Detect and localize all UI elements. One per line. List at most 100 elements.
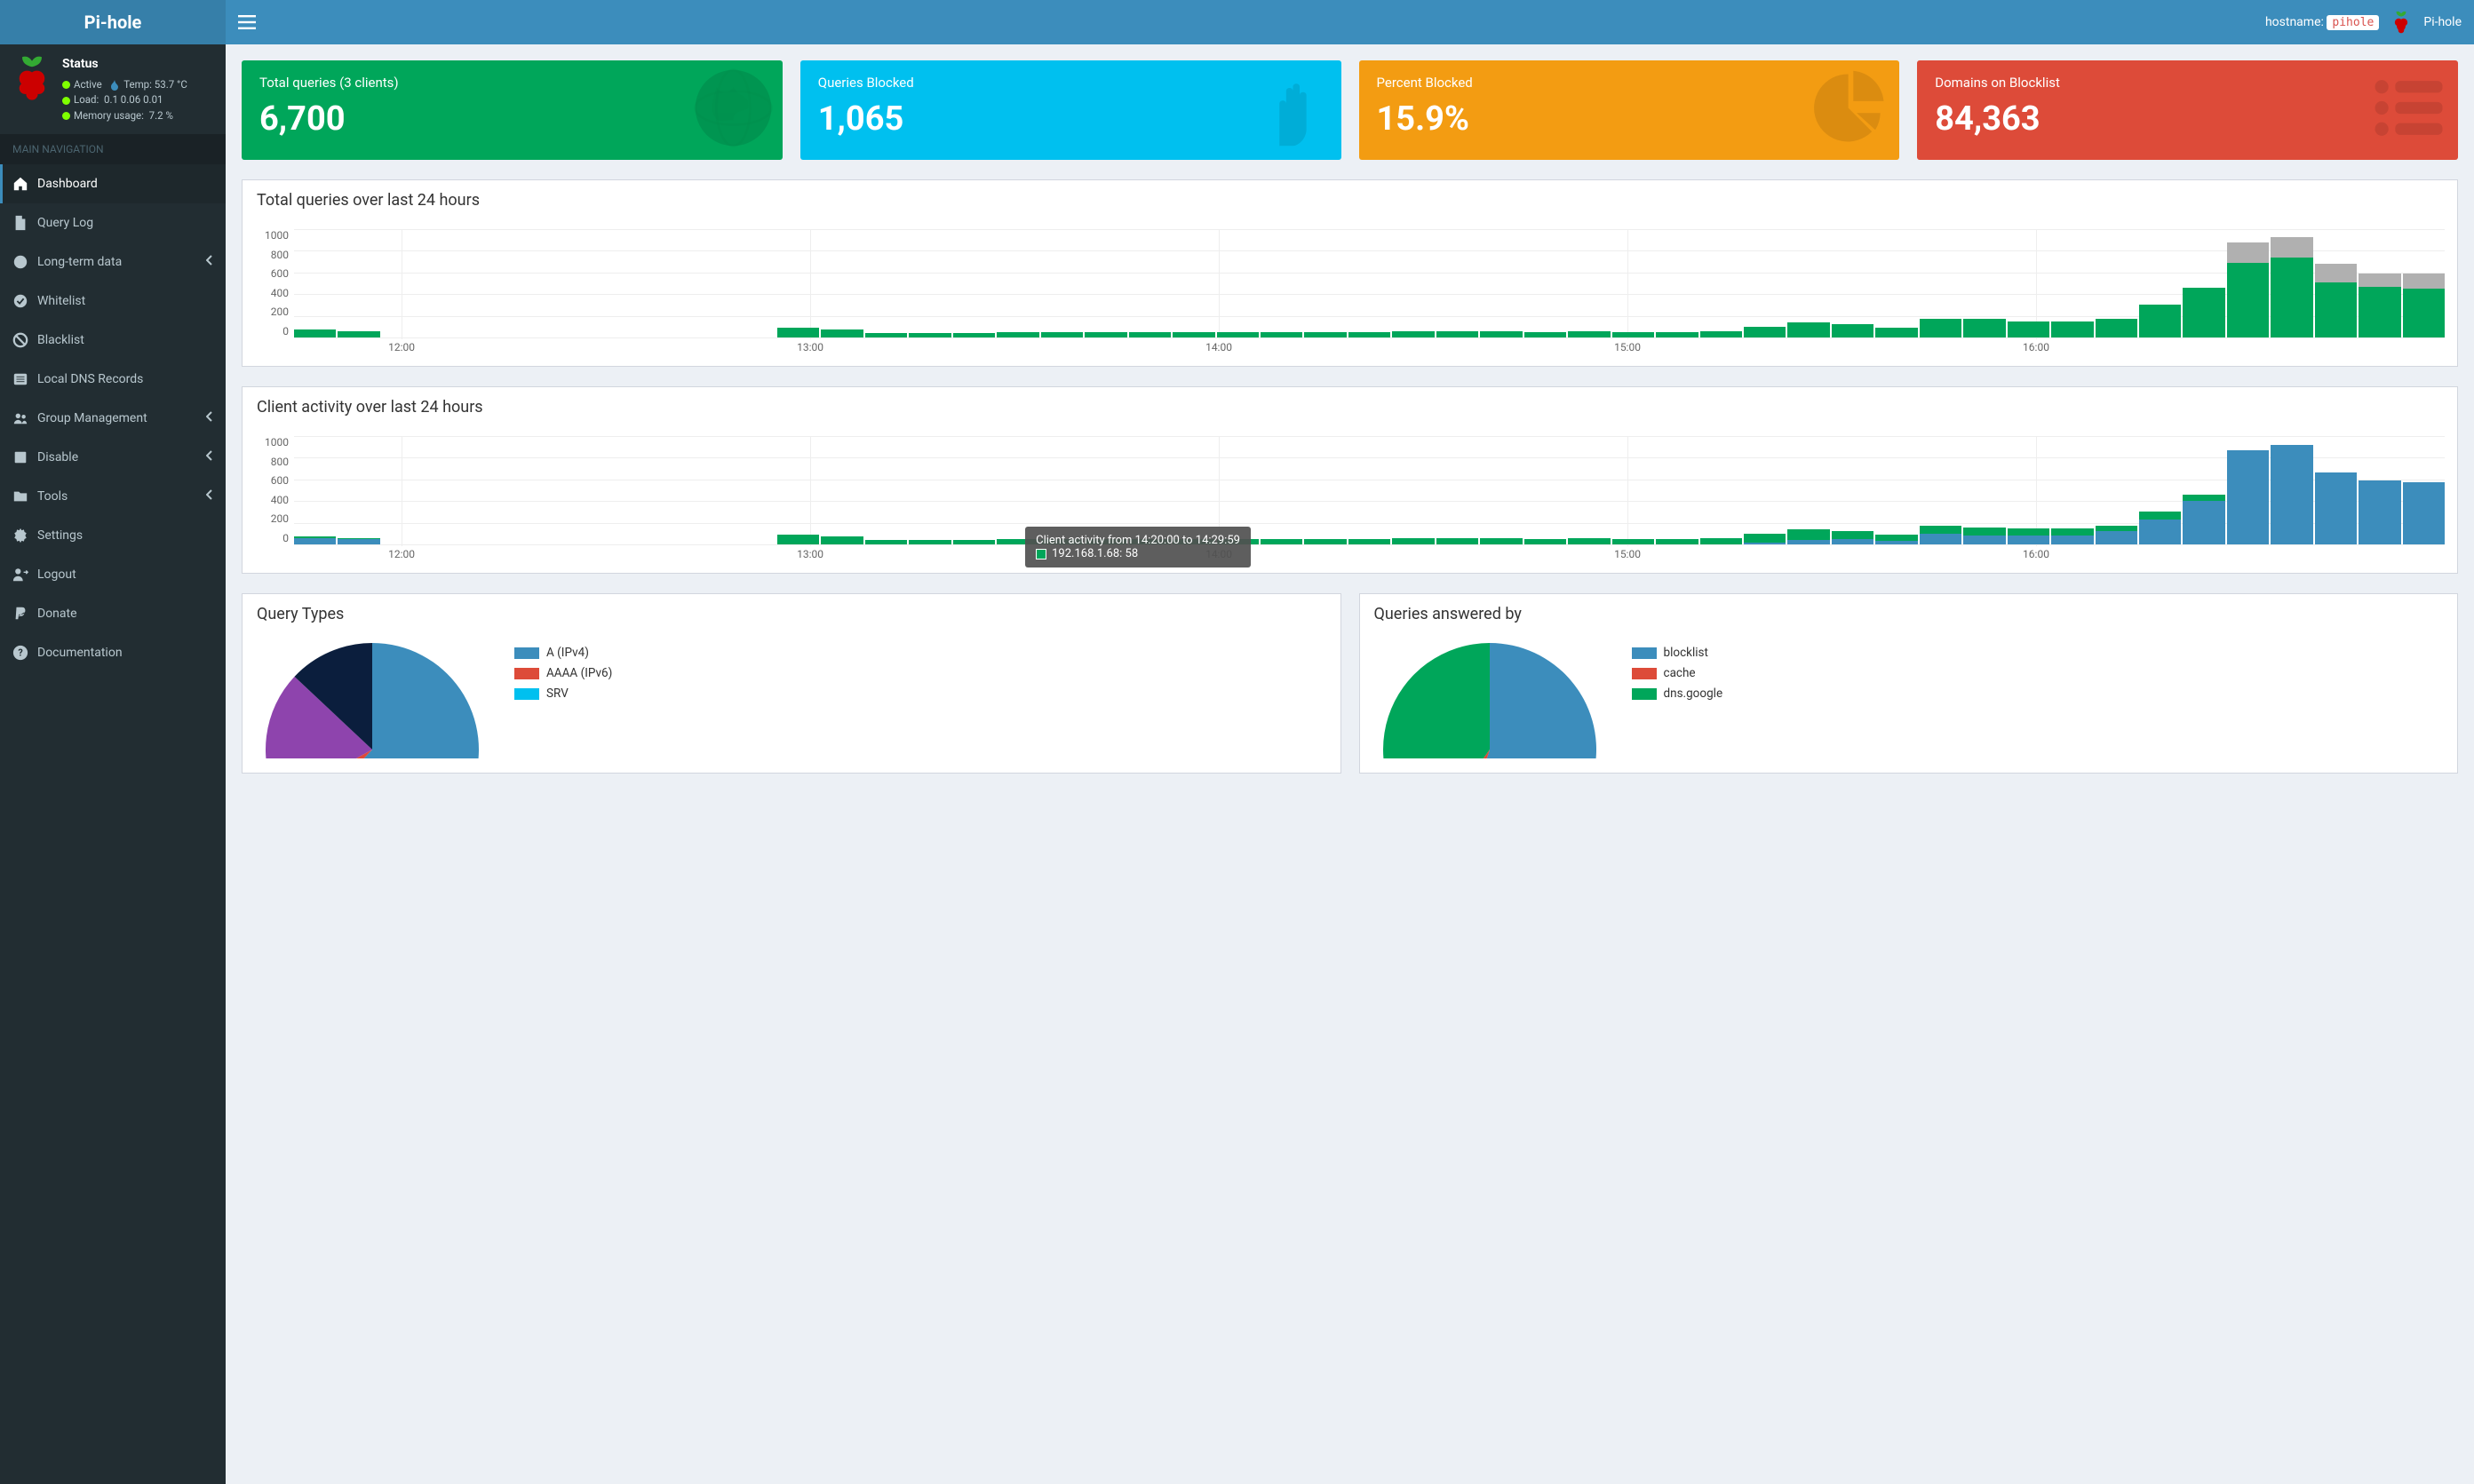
legend-item[interactable]: AAAA (IPv6): [514, 663, 612, 684]
bar[interactable]: [470, 436, 512, 544]
bar[interactable]: [558, 436, 600, 544]
bar[interactable]: [734, 229, 776, 337]
bar[interactable]: [1524, 229, 1566, 337]
bar[interactable]: [2008, 229, 2049, 337]
bar[interactable]: [426, 436, 467, 544]
bar[interactable]: [1173, 229, 1214, 337]
bar[interactable]: [997, 229, 1038, 337]
bar[interactable]: [2359, 436, 2400, 544]
bar[interactable]: [2008, 436, 2049, 544]
sidebar-item-long-term-data[interactable]: Long-term data: [0, 242, 226, 282]
bar[interactable]: [2096, 229, 2137, 337]
bar[interactable]: [513, 436, 555, 544]
bar[interactable]: [1787, 229, 1829, 337]
hamburger-icon[interactable]: [238, 15, 256, 29]
bar[interactable]: [2403, 436, 2445, 544]
bar[interactable]: [1041, 229, 1083, 337]
bar[interactable]: [2139, 436, 2181, 544]
bar[interactable]: [1392, 229, 1434, 337]
bar[interactable]: [646, 436, 688, 544]
bar[interactable]: [689, 229, 731, 337]
bar[interactable]: [1261, 229, 1302, 337]
bar[interactable]: [2359, 229, 2400, 337]
bar[interactable]: [1875, 229, 1917, 337]
raspberry-topbar-icon[interactable]: [2391, 11, 2411, 34]
bar[interactable]: [1304, 229, 1346, 337]
legend-item[interactable]: A (IPv4): [514, 643, 612, 663]
bar[interactable]: [601, 229, 643, 337]
bar[interactable]: [777, 229, 819, 337]
bar[interactable]: [1744, 229, 1786, 337]
legend-item[interactable]: dns.google: [1632, 684, 1723, 704]
legend-item[interactable]: cache: [1632, 663, 1723, 684]
bar[interactable]: [1700, 229, 1742, 337]
bar[interactable]: [1392, 436, 1434, 544]
bar[interactable]: [865, 229, 907, 337]
bar[interactable]: [1085, 229, 1126, 337]
sidebar-item-donate[interactable]: Donate: [0, 594, 226, 633]
bar[interactable]: [1700, 436, 1742, 544]
bar[interactable]: [601, 436, 643, 544]
bar[interactable]: [294, 229, 336, 337]
bar[interactable]: [2315, 229, 2357, 337]
sidebar-item-query-log[interactable]: Query Log: [0, 203, 226, 242]
bar[interactable]: [1920, 229, 1961, 337]
bar[interactable]: [1832, 436, 1873, 544]
bar[interactable]: [909, 229, 951, 337]
topbar-brand-text[interactable]: Pi-hole: [2423, 15, 2462, 29]
bar[interactable]: [1656, 436, 1698, 544]
bar[interactable]: [2051, 229, 2093, 337]
bar[interactable]: [470, 229, 512, 337]
bar[interactable]: [2096, 436, 2137, 544]
bar[interactable]: [2315, 436, 2357, 544]
legend-item[interactable]: blocklist: [1632, 643, 1723, 663]
bar[interactable]: [1480, 229, 1522, 337]
bar[interactable]: [689, 436, 731, 544]
bar[interactable]: [1568, 436, 1610, 544]
bar[interactable]: [953, 436, 995, 544]
stat-box-orange[interactable]: Percent Blocked15.9%: [1359, 60, 1900, 160]
stat-box-green[interactable]: Total queries (3 clients)6,700: [242, 60, 783, 160]
bar[interactable]: [953, 229, 995, 337]
bar[interactable]: [1568, 229, 1610, 337]
bar[interactable]: [1963, 229, 2005, 337]
sidebar-item-settings[interactable]: Settings: [0, 516, 226, 555]
bar[interactable]: [2271, 229, 2312, 337]
legend-item[interactable]: SRV: [514, 684, 612, 704]
bar[interactable]: [2271, 436, 2312, 544]
bar[interactable]: [558, 229, 600, 337]
bar[interactable]: [1217, 229, 1259, 337]
bar[interactable]: [1963, 436, 2005, 544]
bar[interactable]: [382, 436, 424, 544]
bar[interactable]: [646, 229, 688, 337]
bar[interactable]: [2403, 229, 2445, 337]
bar[interactable]: [1744, 436, 1786, 544]
bar[interactable]: [382, 229, 424, 337]
sidebar-item-documentation[interactable]: ?Documentation: [0, 633, 226, 672]
bar[interactable]: [1656, 229, 1698, 337]
bar[interactable]: [2139, 229, 2181, 337]
bar[interactable]: [2227, 436, 2269, 544]
bar[interactable]: [821, 436, 863, 544]
bar[interactable]: [2227, 229, 2269, 337]
bar[interactable]: [1348, 436, 1390, 544]
bar[interactable]: [338, 436, 379, 544]
bar[interactable]: [821, 229, 863, 337]
bar[interactable]: [1875, 436, 1917, 544]
bar[interactable]: [1787, 436, 1829, 544]
stat-box-red[interactable]: Domains on Blocklist84,363: [1917, 60, 2458, 160]
sidebar-item-disable[interactable]: Disable: [0, 438, 226, 477]
bar[interactable]: [909, 436, 951, 544]
stat-box-blue[interactable]: Queries Blocked1,065: [800, 60, 1341, 160]
bar[interactable]: [734, 436, 776, 544]
bar[interactable]: [1832, 229, 1873, 337]
bar[interactable]: [2051, 436, 2093, 544]
bar[interactable]: [865, 436, 907, 544]
bar[interactable]: [513, 229, 555, 337]
bar[interactable]: [1348, 229, 1390, 337]
bar[interactable]: [1129, 229, 1171, 337]
bar[interactable]: [1612, 436, 1654, 544]
sidebar-item-logout[interactable]: Logout: [0, 555, 226, 594]
bar[interactable]: [1480, 436, 1522, 544]
bar[interactable]: [1436, 229, 1478, 337]
